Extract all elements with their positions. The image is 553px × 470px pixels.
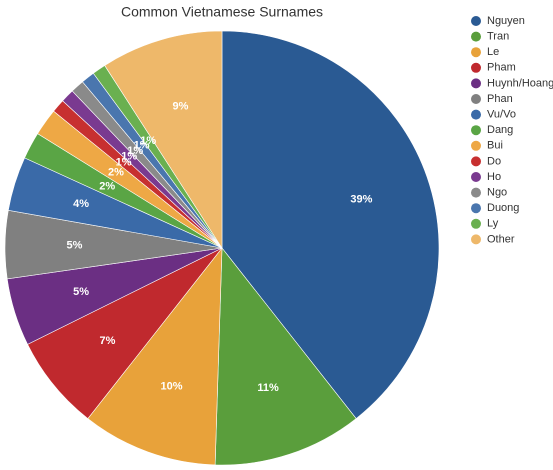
data-label-value: 7 (100, 335, 106, 347)
data-label-unit: % (127, 151, 137, 163)
data-label: 1% (127, 145, 143, 157)
legend-label: Ho (487, 171, 501, 183)
data-label: 11% (257, 382, 279, 394)
data-label-value: 2 (99, 180, 105, 192)
data-label-value: 5 (67, 240, 73, 252)
legend-swatch (471, 172, 481, 182)
legend-swatch (471, 203, 481, 214)
data-label-unit: % (363, 194, 373, 206)
legend-swatch (471, 16, 481, 26)
data-label-value: 2 (108, 166, 114, 178)
data-label-unit: % (146, 135, 156, 147)
legend-swatch (471, 125, 481, 136)
legend-swatch (471, 78, 481, 89)
legend-label: Pham (487, 62, 516, 74)
data-label-value: 9 (172, 100, 178, 112)
data-label-unit: % (140, 140, 150, 152)
data-label-value: 10 (161, 381, 173, 393)
data-label-value: 1 (134, 140, 140, 152)
data-label-unit: % (173, 381, 183, 393)
chart-title: Common Vietnamese Surnames (121, 4, 323, 20)
data-label: 7% (100, 335, 116, 347)
data-label-unit: % (79, 198, 89, 210)
data-label: 2% (99, 180, 115, 192)
data-label: 2% (108, 166, 124, 178)
data-label-value: 11 (257, 382, 269, 394)
data-label-value: 1 (116, 157, 122, 169)
data-label: 9% (172, 100, 188, 112)
data-label-value: 39 (350, 194, 362, 206)
data-label-unit: % (73, 240, 83, 252)
data-label-value: 1 (121, 151, 127, 163)
legend-swatch (471, 109, 481, 120)
legend-label: Nguyen (487, 15, 525, 27)
data-label: 5% (67, 240, 83, 252)
legend-swatch (471, 156, 481, 167)
data-label: 5% (73, 286, 89, 298)
data-label: 1% (121, 151, 137, 163)
data-label: 4% (73, 198, 89, 210)
pie-slice (87, 247, 223, 466)
data-label-unit: % (106, 335, 116, 347)
data-label-unit: % (105, 180, 115, 192)
legend-label: Other (487, 233, 515, 245)
legend-swatch (471, 94, 481, 104)
legend-swatch (471, 187, 481, 198)
data-label-value: 1 (127, 145, 133, 157)
data-label: 1% (140, 135, 156, 147)
data-label: 10% (161, 381, 183, 393)
data-label: 1% (134, 140, 150, 152)
legend-label: Phan (487, 93, 513, 105)
data-label-unit: % (179, 100, 189, 112)
legend-label: Vu/Vo (487, 109, 516, 121)
data-label-unit: % (79, 286, 89, 298)
legend-swatch (471, 31, 481, 42)
data-label-value: 4 (73, 198, 80, 210)
legend-label: Duong (487, 202, 519, 214)
legend-swatch (471, 47, 481, 58)
legend-label: Ly (487, 218, 499, 230)
pie-slice (104, 30, 223, 250)
data-label-unit: % (122, 157, 132, 169)
pie-slice (221, 30, 440, 419)
legend-label: Le (487, 46, 499, 58)
legend-swatch (471, 218, 481, 229)
data-label-unit: % (114, 166, 124, 178)
pie-slice (214, 247, 357, 466)
legend-label: Huynh/Hoang (487, 77, 553, 89)
data-label-unit: % (133, 145, 143, 157)
data-label-value: 1 (140, 135, 146, 147)
data-label-unit: % (269, 382, 279, 394)
data-label: 1% (116, 157, 132, 169)
legend-label: Bui (487, 140, 503, 152)
legend-label: Dang (487, 124, 513, 136)
legend-label: Tran (487, 31, 509, 43)
legend-swatch (471, 234, 481, 245)
legend-swatch (471, 140, 481, 151)
data-label-value: 5 (73, 286, 79, 298)
legend-label: Ngo (487, 187, 507, 199)
legend-swatch (471, 62, 481, 73)
legend-label: Do (487, 155, 501, 167)
data-label: 39% (350, 194, 372, 206)
